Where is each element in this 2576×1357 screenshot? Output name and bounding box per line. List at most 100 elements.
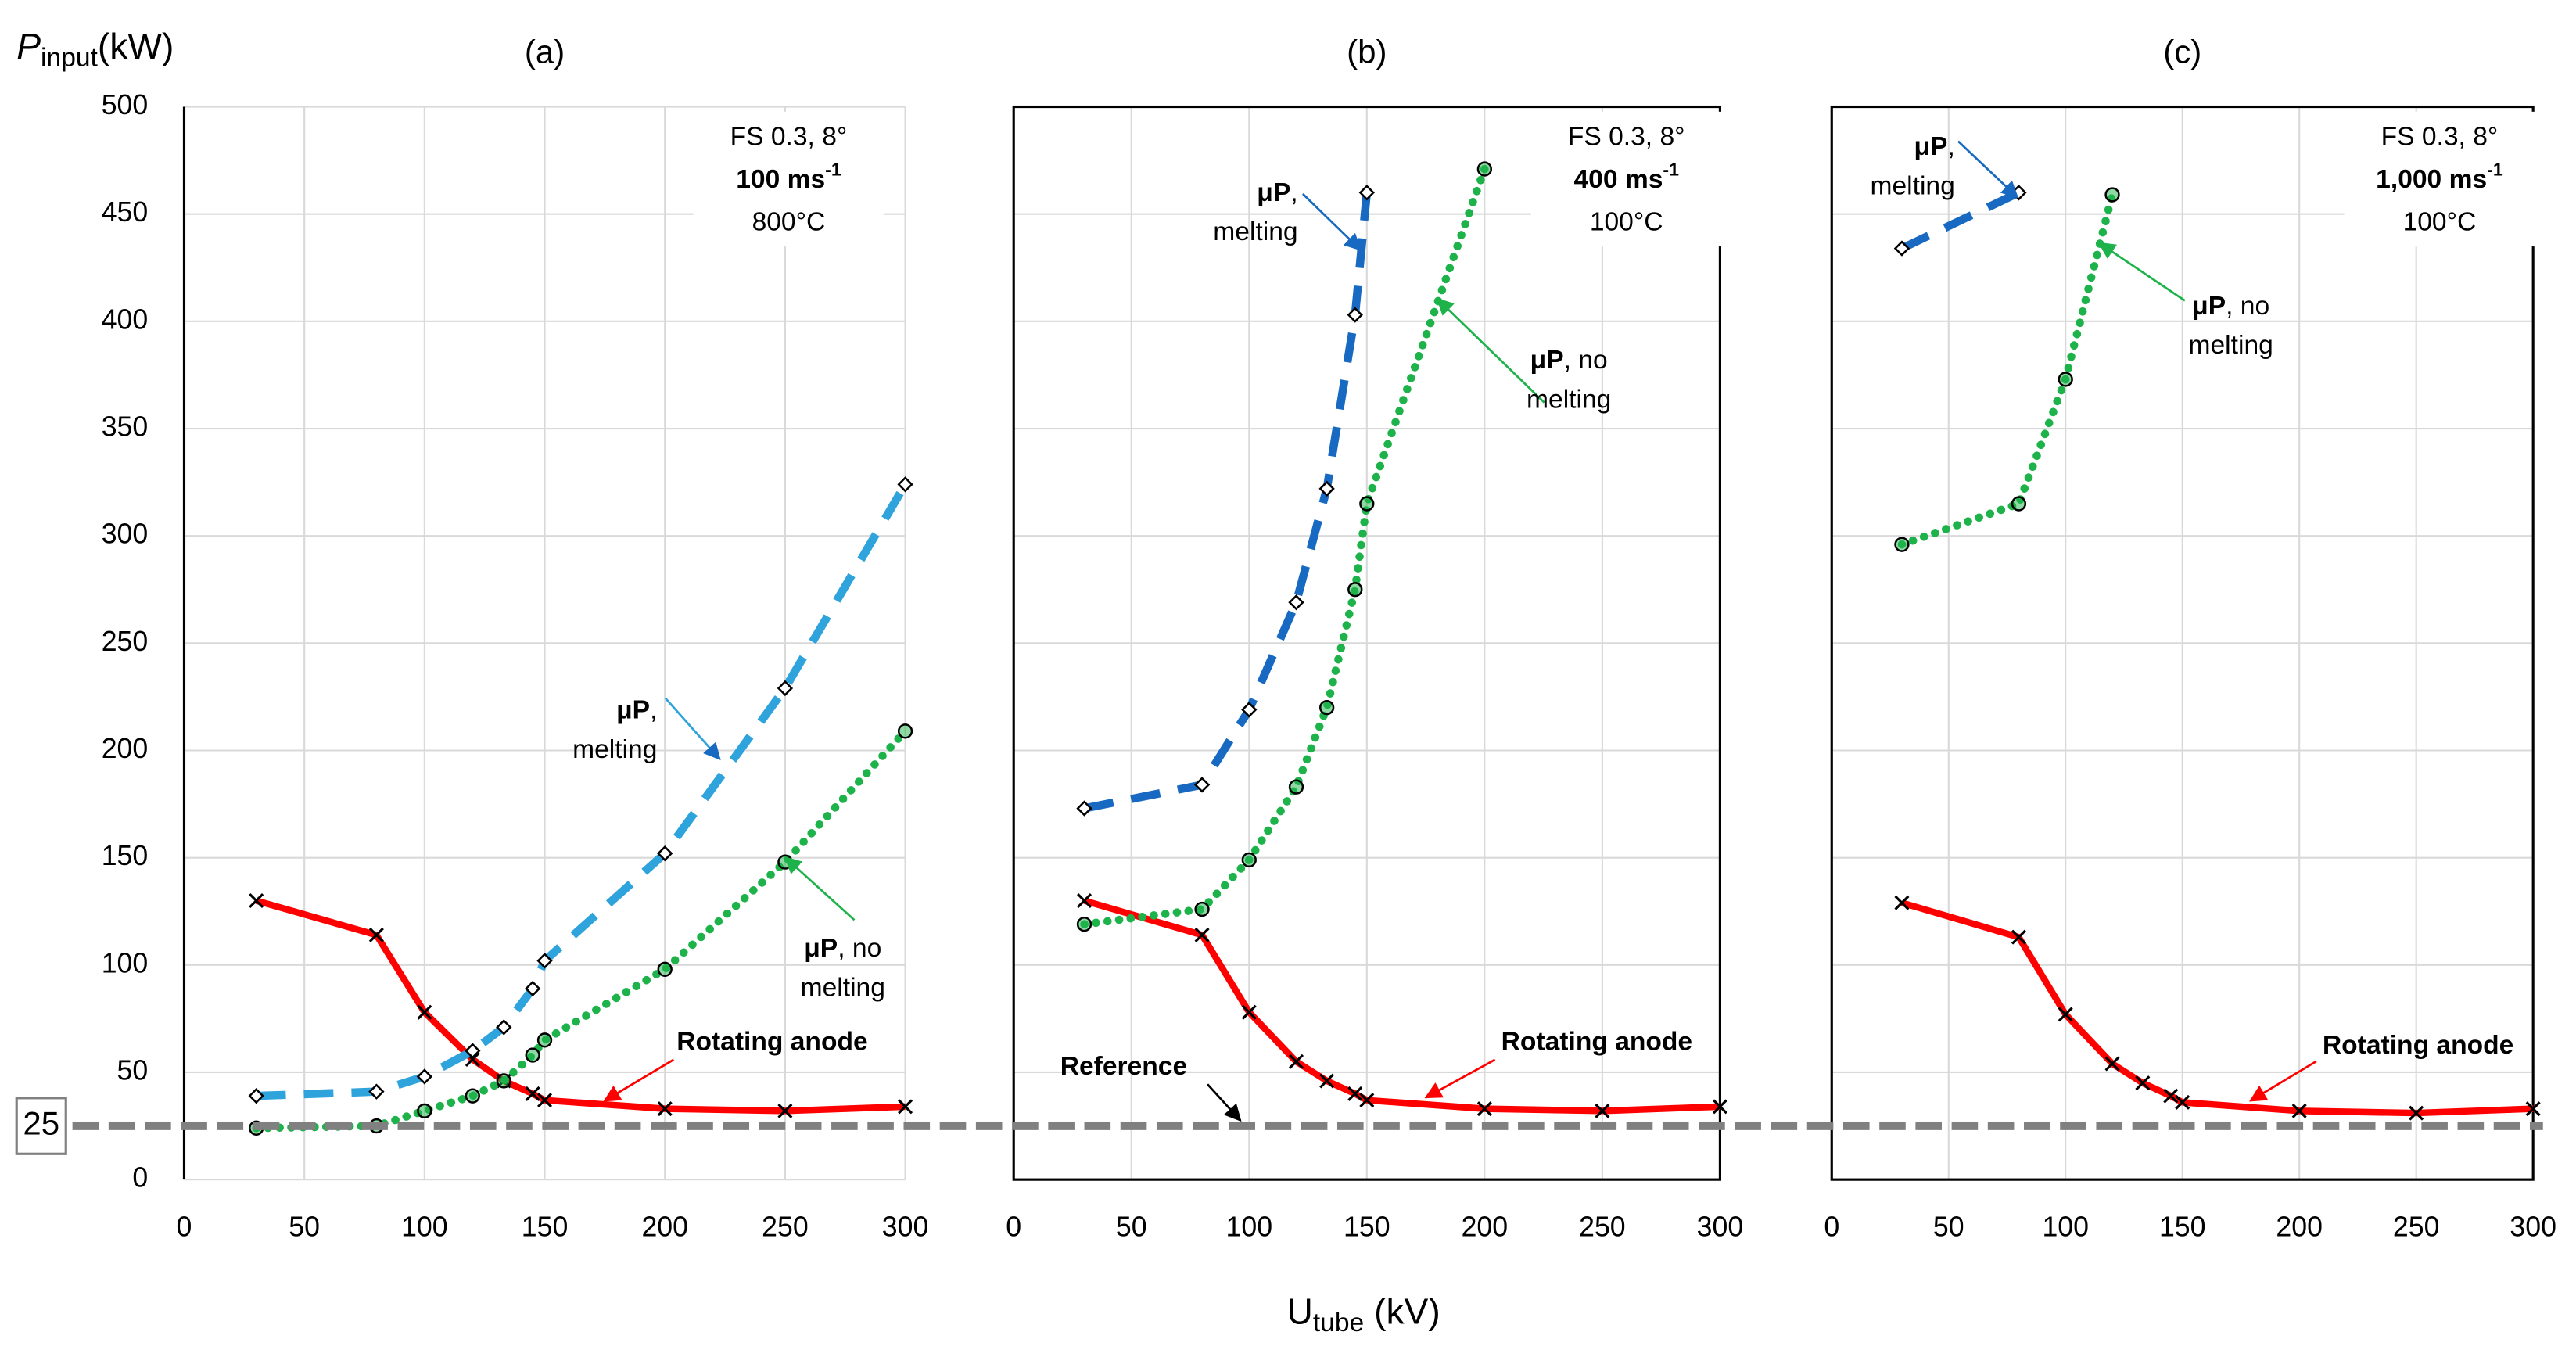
circle-marker: [2011, 496, 2027, 512]
y-tick-label: 200: [102, 733, 149, 764]
circle-marker: [1894, 537, 1910, 552]
x-marker: [2058, 1007, 2073, 1022]
x-marker: [777, 1103, 793, 1118]
diamond-marker: [777, 680, 794, 697]
series-label: Rotating anode: [2323, 1031, 2513, 1060]
x-marker: [1894, 895, 1910, 910]
circle-marker: [657, 961, 673, 977]
info-box: [693, 111, 884, 247]
info-text: 100°C: [2403, 208, 2477, 237]
info-text: FS 0.3, 8°: [2381, 122, 2499, 151]
label-text: , no: [2226, 292, 2269, 321]
x-marker: [2291, 1103, 2307, 1118]
series-label-line2: melting: [2189, 331, 2273, 360]
diamond-marker: [465, 1043, 481, 1059]
panel: 0 50 100 150 200 250 300 (b) FS 0.3, 8° 400 ms-1 1…: [1006, 33, 1743, 1242]
series-line: [1080, 164, 1489, 928]
circle-marker: [1076, 917, 1092, 932]
x-tick-label: 250: [762, 1212, 809, 1243]
info-box: [2344, 111, 2535, 247]
annotation-arrow: [664, 697, 721, 761]
reference-value: 25: [23, 1105, 59, 1142]
diamond-marker: [1893, 240, 1910, 257]
info-sup: -1: [1663, 160, 1679, 180]
circle-marker: [1288, 779, 1304, 795]
circle-marker: [2104, 187, 2120, 203]
panel: 0 50 100 150 200 250 300 0 50 100 150 200 250 300 350 4…: [102, 33, 929, 1242]
x-marker: [1194, 927, 1210, 942]
series-line: [1897, 190, 2117, 549]
y-axis-title: Pinput(kW): [16, 26, 174, 72]
x-marker: [2135, 1075, 2151, 1091]
x-marker: [1347, 1086, 1363, 1101]
diamond-marker: [496, 1019, 512, 1036]
x-marker: [1359, 1093, 1375, 1108]
y-tick-label: 300: [102, 519, 149, 550]
series-line: [256, 482, 909, 1100]
series-label-line2: melting: [1527, 385, 1611, 414]
annotation-arrow: [1301, 192, 1362, 251]
series-line: [1083, 897, 1720, 1115]
x-tick-label: 250: [1579, 1212, 1626, 1243]
series-label: μP,: [1257, 178, 1297, 207]
x-tick-label: 150: [1344, 1212, 1390, 1243]
x-tick-label: 50: [289, 1212, 320, 1243]
circle-marker: [1359, 496, 1375, 512]
y-tick-label: 150: [102, 840, 149, 871]
x-tick-label: 0: [1824, 1212, 1839, 1243]
x-marker: [1712, 1099, 1727, 1115]
series-label-line2: melting: [1213, 217, 1297, 246]
x-tick-label: 200: [1462, 1212, 1509, 1243]
reference-box: [15, 1097, 67, 1155]
annotation-arrow: [1207, 1083, 1242, 1122]
x-tick-label: 100: [401, 1212, 448, 1243]
diamond-marker: [536, 953, 553, 969]
panel-title: (b): [1347, 33, 1387, 70]
diamond-marker: [524, 980, 541, 997]
diamond-marker: [1347, 307, 1363, 323]
series-line: [255, 897, 906, 1115]
panel-title: (c): [2163, 33, 2201, 70]
x-marker: [525, 1086, 540, 1101]
x-tick-label: 50: [1933, 1212, 1964, 1243]
circle-marker: [536, 1032, 553, 1048]
y-tick-label: 450: [102, 196, 149, 228]
y-title-unit: (kW): [98, 26, 174, 66]
label-bold: μP: [804, 934, 838, 963]
panel: 0 50 100 150 200 250 300 (c) FS 0.3, 8° 1,000 ms-…: [1824, 33, 2556, 1242]
y-tick-label: 350: [102, 411, 149, 442]
reference-label: Reference: [1060, 1052, 1187, 1081]
annotation-arrow: [1424, 1058, 1496, 1099]
diamond-marker: [1193, 777, 1211, 793]
series-line: [1900, 188, 2021, 253]
circle-marker: [2058, 372, 2073, 387]
x-tick-label: 200: [641, 1212, 688, 1243]
series-line: [252, 727, 909, 1133]
x-marker: [1077, 893, 1092, 909]
circle-marker: [417, 1103, 432, 1119]
x-title-sub: tube: [1313, 1309, 1364, 1337]
label-bold: μP: [2192, 292, 2226, 321]
x-title-unit: (kV): [1364, 1291, 1440, 1332]
circle-marker: [496, 1073, 511, 1089]
panel-title: (a): [525, 33, 565, 70]
x-marker: [417, 1004, 432, 1020]
label-bold: μP: [1914, 132, 1947, 161]
x-marker: [2409, 1105, 2424, 1121]
diamond-marker: [248, 1087, 264, 1104]
info-text: FS 0.3, 8°: [1568, 122, 1685, 151]
x-tick-label: 100: [2042, 1212, 2089, 1243]
series-label-line2: melting: [1870, 171, 1954, 200]
info-text: 400 ms-1: [1573, 160, 1679, 194]
circle-marker: [1241, 852, 1257, 868]
circle-marker: [465, 1088, 480, 1104]
plot-frame: [1012, 105, 1722, 1181]
x-tick-label: 150: [2159, 1212, 2206, 1243]
x-tick-label: 150: [522, 1212, 569, 1243]
label-text: , no: [838, 934, 881, 963]
series-label: Rotating anode: [676, 1028, 867, 1057]
x-tick-label: 100: [1226, 1212, 1273, 1243]
circle-marker: [1318, 699, 1335, 716]
